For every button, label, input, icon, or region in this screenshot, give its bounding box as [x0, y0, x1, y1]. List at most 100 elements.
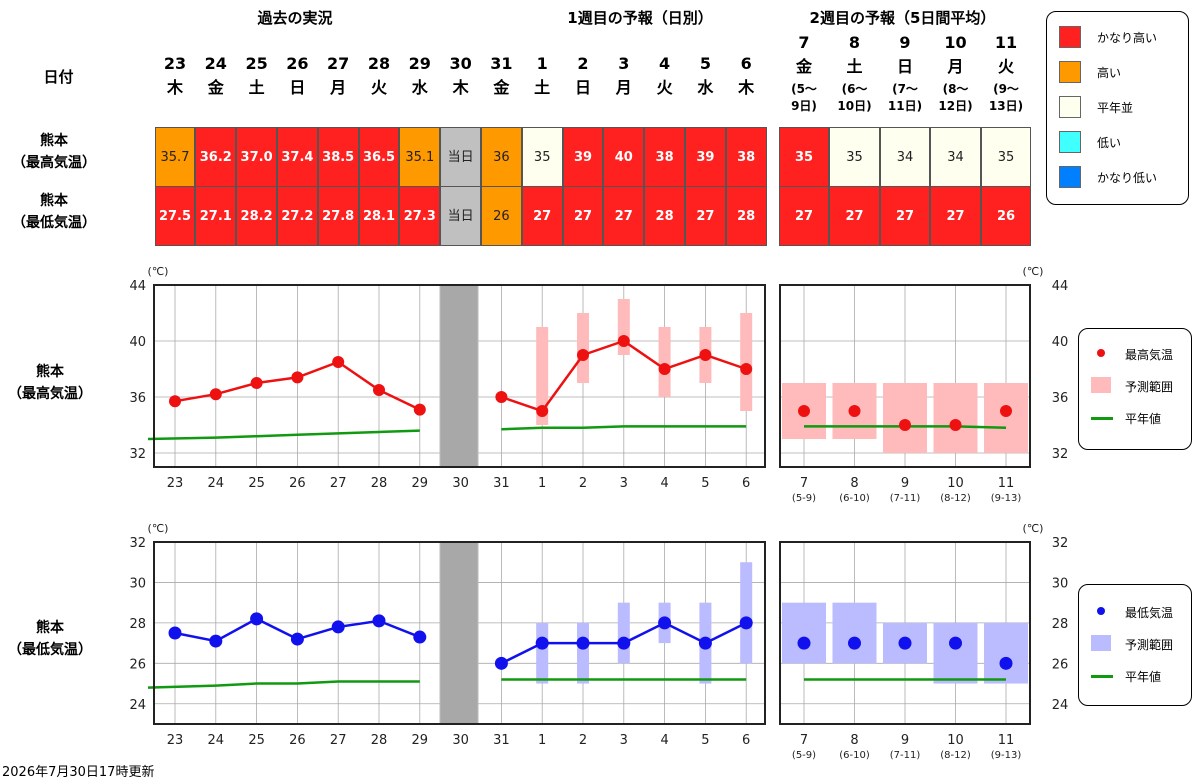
max-chart-xtick-15: 7 — [800, 476, 808, 491]
max-chart-ytick-right-3: 44 — [1052, 279, 1069, 294]
min-chart-observed-point-4 — [331, 620, 345, 634]
week2-range: (5〜 9日) — [779, 81, 829, 115]
min-chart-xtick2-4: (9-13) — [991, 750, 1022, 761]
max-point-legend-icon — [1097, 349, 1105, 357]
min-chart-forecast-point-5 — [698, 636, 712, 650]
min-chart-xtick-17: 9 — [901, 733, 909, 748]
min-cell-5: 28.1 — [358, 186, 400, 246]
class-legend-swatch-1 — [1059, 61, 1081, 83]
min-chart-ytick-left-1: 26 — [129, 657, 146, 672]
max-chart-range-6 — [740, 313, 753, 411]
min-chart-week2-point-4 — [999, 656, 1013, 670]
min-chart-observed-point-1 — [209, 634, 223, 648]
max-chart-xtick-17: 9 — [901, 476, 909, 491]
min-point-legend-icon — [1097, 607, 1105, 615]
min-chart-ytick-right-3: 30 — [1052, 576, 1069, 591]
min-chart-ytick-right-0: 24 — [1052, 698, 1069, 713]
max-week2-cell-3: 34 — [930, 127, 981, 187]
date-weekday: 水 — [411, 78, 428, 97]
date-day: 25 — [245, 54, 268, 73]
max-chart-xtick-0: 23 — [167, 476, 184, 491]
max-chart-today-bar — [439, 284, 479, 468]
max-chart-range-1 — [536, 327, 549, 425]
date-weekday: 木 — [452, 78, 469, 97]
week2-range: (6〜 10日) — [830, 81, 880, 115]
min-chart-xtick-6: 29 — [412, 733, 429, 748]
max-cell-7: 当日 — [440, 127, 481, 187]
week2-range-end: 9日) — [791, 99, 817, 113]
min-cell-1: 27.1 — [195, 186, 237, 246]
min-point-legend-label: 最低気温 — [1125, 606, 1174, 620]
max-chart-xtick2-2: (7-11) — [890, 493, 921, 504]
min-chart-xtick-7: 30 — [452, 733, 469, 748]
max-chart-observed-point-1 — [209, 388, 222, 401]
max-chart-label: 熊本 （最高気温） — [0, 361, 100, 405]
min-cell-13: 27 — [685, 186, 726, 246]
max-chart-xtick-19: 11 — [998, 476, 1015, 491]
min-chart-observed-point-5 — [372, 614, 386, 628]
max-chart-ytick-left-0: 32 — [129, 447, 146, 462]
date-weekday: 土 — [534, 78, 551, 97]
max-chart-xtick-18: 10 — [947, 476, 964, 491]
max-chart-observed-point-0 — [169, 395, 181, 408]
min-cell-11: 27 — [603, 186, 645, 246]
min-week2-cell-0: 27 — [778, 186, 830, 246]
min-chart-forecast-point-6 — [739, 616, 753, 630]
date-day: 24 — [204, 54, 227, 73]
week2-range: (7〜 11日) — [880, 81, 930, 115]
max-chart-xtick-2: 25 — [248, 476, 265, 491]
max-chart-ytick-right-2: 40 — [1052, 335, 1069, 350]
min-cell-0: 27.5 — [154, 186, 196, 246]
date-col-6: 29 水 — [400, 52, 440, 100]
max-cell-14: 38 — [725, 127, 767, 187]
week2-header: 2週目の予報（5日間平均） — [809, 9, 996, 27]
min-chart-week2-range-4 — [984, 622, 1028, 684]
min-chart-today-bar — [439, 541, 479, 725]
min-row-label-line1: 熊本 — [40, 193, 68, 209]
max-chart-ytick-left-2: 40 — [129, 335, 146, 350]
week2-range-end: 13日) — [988, 99, 1024, 113]
date-day: 28 — [367, 54, 391, 73]
min-cell-7: 当日 — [440, 186, 481, 246]
min-chart-xtick-12: 4 — [660, 733, 668, 748]
min-chart-xtick-8: 31 — [493, 733, 510, 748]
min-chart-week2-point-1 — [848, 636, 861, 650]
min-chart-observed-point-3 — [290, 632, 304, 646]
week2-weekday: 金 — [795, 57, 812, 76]
max-chart-xtick-9: 1 — [538, 476, 546, 491]
max-cell-1: 36.2 — [195, 127, 237, 187]
max-chart-panel2-border — [779, 284, 1031, 468]
min-chart-xtick-4: 27 — [330, 733, 347, 748]
max-row-label-line2: （最高気温） — [12, 155, 96, 171]
max-range-legend-label: 予測範囲 — [1125, 380, 1174, 394]
min-chart-xtick-19: 11 — [998, 733, 1015, 748]
week2-day: 8 — [848, 33, 861, 52]
min-normal-legend-icon — [1091, 675, 1113, 678]
date-col-0: 23 木 — [155, 52, 195, 100]
max-chart-week2-point-2 — [899, 419, 911, 431]
min-chart-ytick-left-4: 32 — [129, 536, 146, 551]
week2-date-col-0: 7 金 (5〜 9日) — [779, 31, 829, 115]
min-chart-label-line2: （最低気温） — [8, 642, 92, 658]
min-chart-xtick-10: 2 — [579, 733, 587, 748]
max-chart-normal-week1 — [501, 425, 747, 431]
min-chart-forecast-point-0 — [494, 656, 508, 670]
week2-range-end: 12日) — [938, 99, 973, 113]
min-chart-week2-point-0 — [797, 636, 811, 650]
min-cell-10: 27 — [562, 186, 604, 246]
max-cell-12: 38 — [644, 127, 685, 187]
max-chart-forecast-point-5 — [699, 349, 712, 361]
class-legend-label-4: かなり低い — [1097, 171, 1158, 185]
max-chart-label-line1: 熊本 — [36, 364, 64, 380]
max-chart-xtick-10: 2 — [579, 476, 587, 491]
date-day: 30 — [449, 54, 472, 73]
min-chart-label-line1: 熊本 — [36, 620, 64, 636]
date-weekday: 火 — [656, 78, 673, 97]
week2-range-start: (6〜 — [841, 82, 868, 96]
min-chart-range-1 — [536, 622, 549, 684]
max-chart-forecast-point-1 — [536, 405, 549, 417]
date-weekday: 火 — [370, 78, 387, 97]
week2-weekday: 土 — [846, 57, 863, 76]
